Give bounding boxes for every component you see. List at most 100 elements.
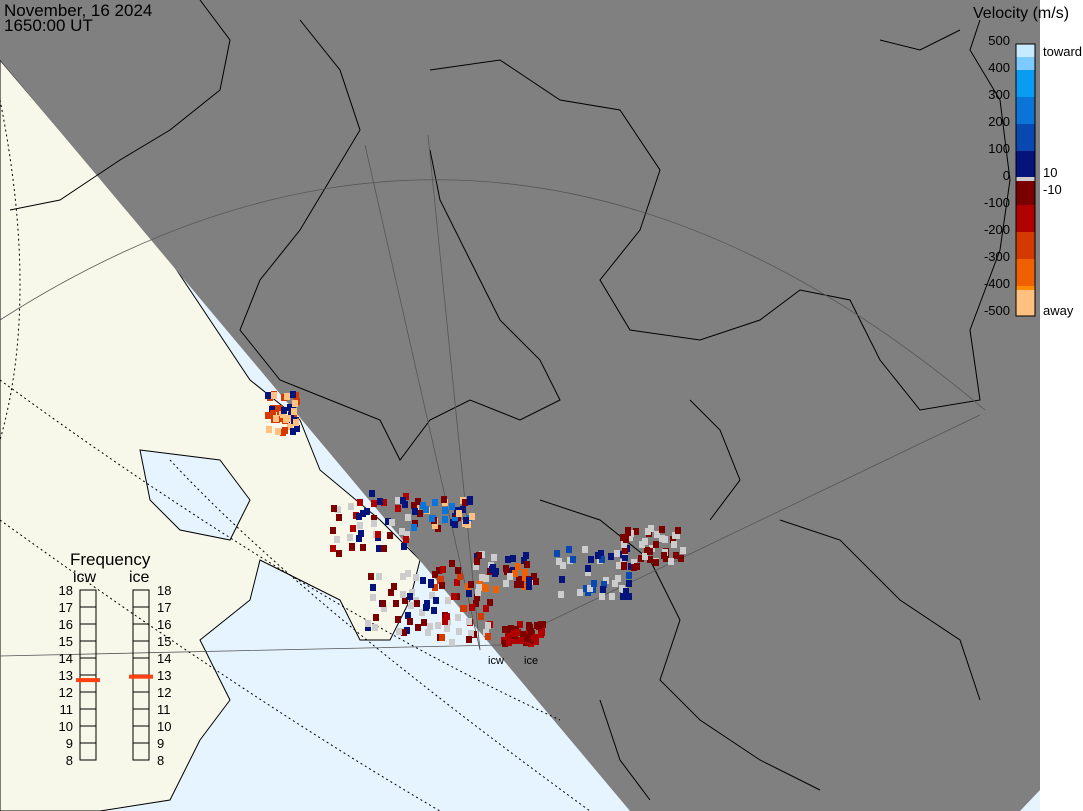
velocity-cell <box>375 531 381 538</box>
colorbar-segment <box>1016 205 1035 232</box>
velocity-cell <box>396 628 402 635</box>
velocity-cell <box>408 602 414 609</box>
velocity-cell <box>365 620 371 627</box>
velocity-cell <box>400 591 406 598</box>
velocity-cell <box>265 412 271 419</box>
velocity-cell <box>402 501 408 508</box>
velocity-cell <box>407 593 413 600</box>
velocity-legend-title: Velocity (m/s) <box>973 5 1070 22</box>
velocity-cell <box>330 545 336 552</box>
velocity-cell <box>491 554 497 561</box>
velocity-cell <box>626 572 632 579</box>
velocity-cell <box>518 581 524 588</box>
velocity-cell <box>282 427 288 434</box>
velocity-tick: 100 <box>988 141 1010 156</box>
velocity-cell <box>504 626 510 633</box>
velocity-cell <box>487 599 493 606</box>
velocity-cell <box>585 569 591 576</box>
velocity-cell <box>668 558 674 565</box>
velocity-cell <box>671 541 677 548</box>
velocity-cell <box>429 592 435 599</box>
velocity-cell <box>654 531 660 538</box>
velocity-cell <box>599 556 605 563</box>
velocity-cell <box>281 407 287 414</box>
velocity-cell <box>387 532 393 539</box>
margin <box>1040 0 1083 811</box>
velocity-cell <box>507 573 513 580</box>
velocity-cell <box>336 550 342 557</box>
velocity-cell <box>276 405 282 412</box>
frequency-tick: 14 <box>157 651 172 666</box>
velocity-cell <box>455 614 461 621</box>
velocity-cell <box>356 513 362 520</box>
velocity-cell <box>388 589 394 596</box>
velocity-cell <box>435 622 441 629</box>
velocity-cell <box>287 404 293 411</box>
velocity-cell <box>680 547 686 554</box>
velocity-cell <box>518 637 524 644</box>
velocity-cell <box>381 605 387 612</box>
velocity-cell <box>533 638 539 645</box>
velocity-cell <box>357 499 363 506</box>
velocity-cell <box>514 581 520 588</box>
velocity-cell <box>476 552 482 559</box>
velocity-cell <box>369 490 375 497</box>
velocity-cell <box>427 623 433 630</box>
velocity-cell <box>405 612 411 619</box>
velocity-cell <box>395 497 401 504</box>
colorbar-segment <box>1016 232 1035 259</box>
velocity-cell <box>371 515 377 522</box>
radar-site-label-icw: icw <box>488 655 504 667</box>
pos-threshold-label: 10 <box>1043 165 1058 180</box>
colorbar-segment <box>1016 286 1035 290</box>
velocity-cell <box>405 570 411 577</box>
velocity-cell <box>591 580 597 587</box>
velocity-tick: -100 <box>983 195 1010 210</box>
velocity-cell <box>419 609 425 616</box>
velocity-cell <box>526 622 532 629</box>
velocity-cell <box>522 583 528 590</box>
frequency-tick: 18 <box>58 583 73 598</box>
velocity-cell <box>626 580 632 587</box>
velocity-cell <box>522 569 528 576</box>
velocity-cell <box>433 597 439 604</box>
velocity-cell <box>467 498 473 505</box>
velocity-cell <box>633 528 639 535</box>
frequency-tick: 12 <box>157 685 172 700</box>
velocity-cell <box>614 550 620 557</box>
frequency-tick: 18 <box>157 583 172 598</box>
velocity-colorbar <box>1015 43 1036 317</box>
velocity-cell <box>523 552 529 559</box>
velocity-cell <box>290 391 296 398</box>
velocity-cell <box>432 571 438 578</box>
velocity-cell <box>373 614 379 621</box>
velocity-cell <box>370 584 376 591</box>
velocity-cell <box>265 392 271 399</box>
velocity-tick: -500 <box>983 303 1010 318</box>
velocity-cell <box>444 613 450 620</box>
colorbar-segment <box>1016 57 1035 70</box>
velocity-cell <box>621 541 627 548</box>
velocity-cell <box>405 514 411 521</box>
velocity-cell <box>439 582 445 589</box>
radar-velocity-cells <box>265 391 686 647</box>
velocity-cell <box>502 640 508 647</box>
velocity-cell <box>566 546 572 553</box>
velocity-cell <box>449 639 455 646</box>
velocity-cell <box>270 410 276 417</box>
velocity-cell <box>511 630 517 637</box>
velocity-cell <box>524 561 530 568</box>
velocity-cell <box>444 625 450 632</box>
velocity-cell <box>531 573 537 580</box>
velocity-cell <box>358 530 364 537</box>
velocity-tick: -400 <box>983 276 1010 291</box>
velocity-cell <box>585 565 591 572</box>
velocity-cell <box>473 563 479 570</box>
velocity-cell <box>536 623 542 630</box>
velocity-cell <box>517 621 523 628</box>
frequency-tick: 9 <box>65 736 73 751</box>
velocity-cell <box>531 634 537 641</box>
velocity-cell <box>515 629 521 636</box>
frequency-tick: 11 <box>157 702 171 717</box>
